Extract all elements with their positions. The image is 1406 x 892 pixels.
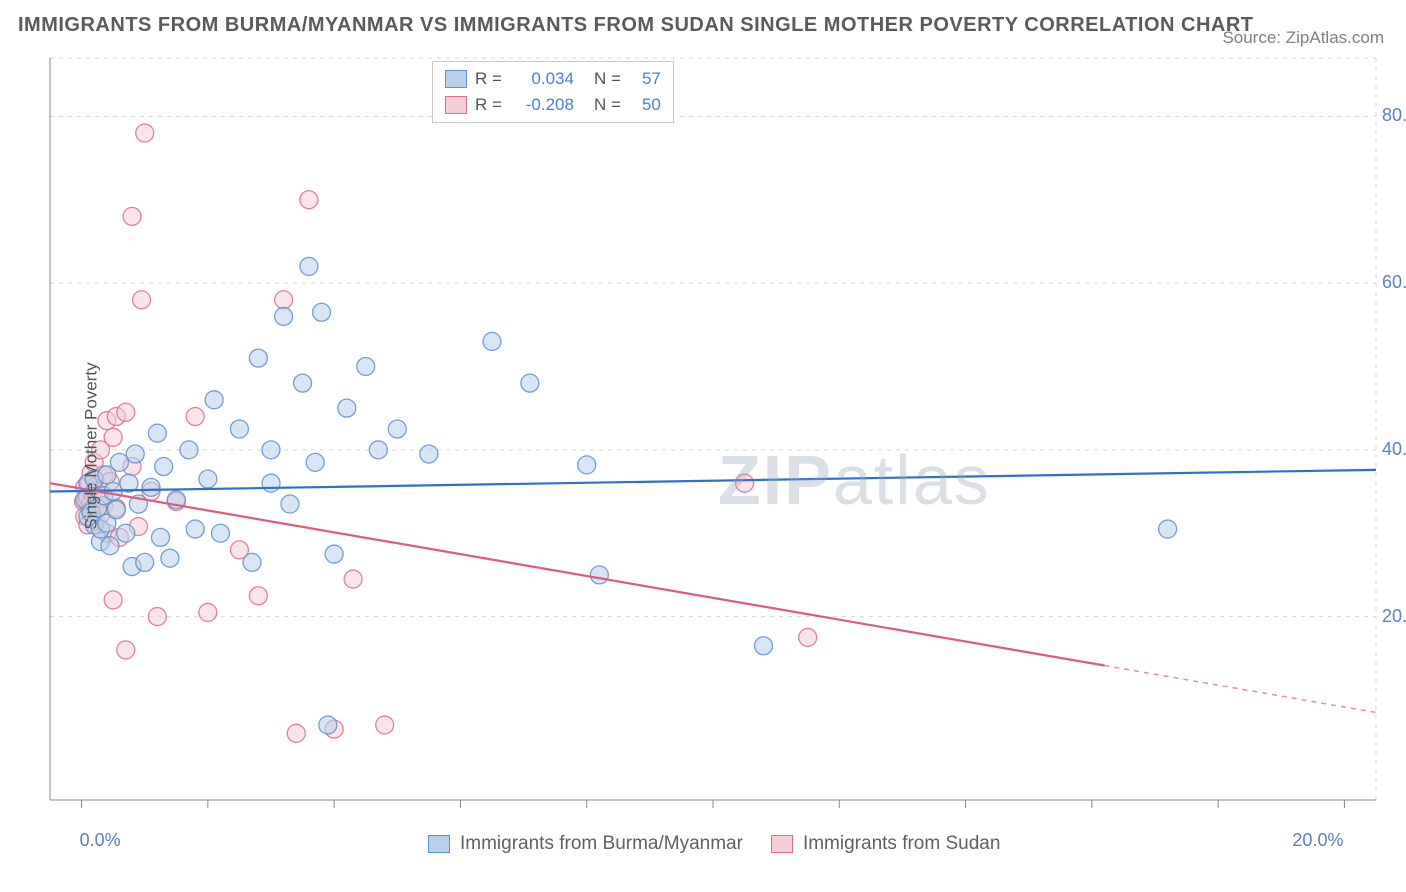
- legend-n-label: N =: [594, 95, 621, 115]
- scatter-plot-svg: [0, 0, 1406, 892]
- legend-series-item: Immigrants from Burma/Myanmar: [428, 833, 743, 855]
- legend-swatch: [771, 835, 793, 853]
- legend-r-label: R =: [475, 95, 502, 115]
- legend-r-value: 0.034: [510, 69, 574, 89]
- legend-swatch: [428, 835, 450, 853]
- legend-swatch: [445, 96, 467, 114]
- legend-swatch: [445, 70, 467, 88]
- legend-series-item: Immigrants from Sudan: [771, 833, 1000, 855]
- y-tick-label: 60.0%: [1382, 272, 1406, 293]
- legend-n-value: 57: [629, 69, 661, 89]
- y-axis-label: Single Mother Poverty: [82, 362, 102, 529]
- legend-series: Immigrants from Burma/Myanmar Immigrants …: [428, 833, 1000, 855]
- legend-series-label: Immigrants from Burma/Myanmar: [460, 833, 743, 855]
- legend-n-value: 50: [629, 95, 661, 115]
- x-tick-label: 0.0%: [80, 830, 121, 851]
- y-tick-label: 80.0%: [1382, 105, 1406, 126]
- legend-series-label: Immigrants from Sudan: [803, 833, 1000, 855]
- chart-container: IMMIGRANTS FROM BURMA/MYANMAR VS IMMIGRA…: [0, 0, 1406, 892]
- y-tick-label: 20.0%: [1382, 606, 1406, 627]
- y-tick-label: 40.0%: [1382, 439, 1406, 460]
- legend-correlation-box: R = 0.034 N = 57 R = -0.208 N = 50: [432, 61, 674, 123]
- legend-r-value: -0.208: [510, 95, 574, 115]
- legend-n-label: N =: [594, 69, 621, 89]
- legend-corr-row: R = -0.208 N = 50: [445, 92, 661, 118]
- legend-corr-row: R = 0.034 N = 57: [445, 66, 661, 92]
- x-tick-label: 20.0%: [1292, 830, 1343, 851]
- legend-r-label: R =: [475, 69, 502, 89]
